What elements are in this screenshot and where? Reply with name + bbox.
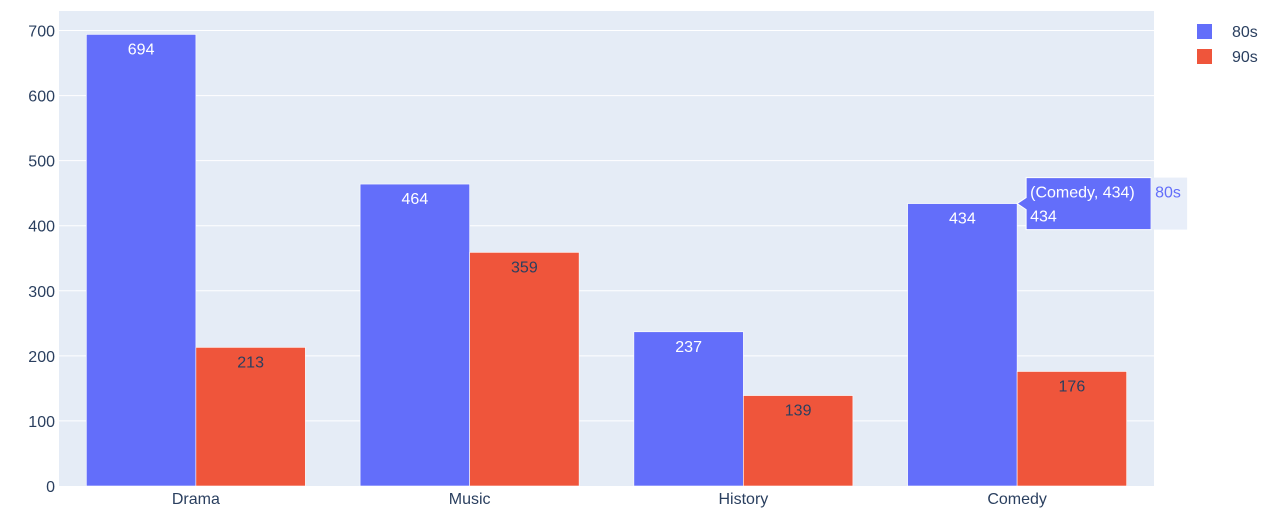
bar-90s-history[interactable]	[743, 395, 854, 487]
y-tick-label: 0	[46, 479, 55, 496]
bar-value-label: 359	[511, 259, 538, 276]
bar-value-label: 213	[237, 354, 264, 371]
bars[interactable]: 694 213 464 359 237 139 434 176	[86, 34, 1127, 487]
x-tick-label: Music	[449, 491, 491, 508]
y-tick-label: 400	[28, 219, 55, 236]
x-axis: Drama Music History Comedy	[172, 491, 1047, 508]
y-tick-label: 500	[28, 154, 55, 171]
legend-label-80s[interactable]: 80s	[1232, 24, 1258, 41]
bar-value-label: 176	[1059, 378, 1086, 395]
bar-90s-music[interactable]	[469, 252, 580, 487]
bar-80s-drama[interactable]	[86, 34, 197, 487]
y-tick-label: 300	[28, 284, 55, 301]
x-tick-label: Drama	[172, 491, 220, 508]
x-tick-label: History	[718, 491, 768, 508]
bar-value-label: 464	[402, 191, 429, 208]
bar-80s-comedy[interactable]	[907, 203, 1018, 487]
bar-value-label: 139	[785, 403, 812, 420]
legend-swatch-90s[interactable]	[1197, 49, 1212, 64]
bar-90s-drama[interactable]	[195, 347, 306, 487]
bar-value-label: 237	[675, 339, 702, 356]
y-axis: 0 100 200 300 400 500 600 700	[28, 24, 55, 496]
y-tick-label: 700	[28, 24, 55, 41]
bar-80s-history[interactable]	[633, 331, 744, 487]
y-tick-label: 600	[28, 89, 55, 106]
hover-series-name: 80s	[1155, 185, 1181, 202]
hover-name-box	[1151, 177, 1188, 230]
bar-value-label: 434	[949, 211, 976, 228]
bar-80s-music[interactable]	[359, 183, 470, 487]
bar-90s-comedy[interactable]	[1016, 371, 1127, 487]
legend-label-90s[interactable]: 90s	[1232, 49, 1258, 66]
legend-swatch-80s[interactable]	[1197, 24, 1212, 39]
bar-value-label: 694	[128, 41, 155, 58]
x-tick-label: Comedy	[987, 491, 1047, 508]
hover-title: (Comedy, 434)	[1030, 185, 1135, 202]
hover-tooltip: (Comedy, 434) 434 80s	[1016, 177, 1188, 231]
y-tick-label: 100	[28, 414, 55, 431]
hover-value: 434	[1030, 209, 1057, 226]
y-tick-label: 200	[28, 349, 55, 366]
